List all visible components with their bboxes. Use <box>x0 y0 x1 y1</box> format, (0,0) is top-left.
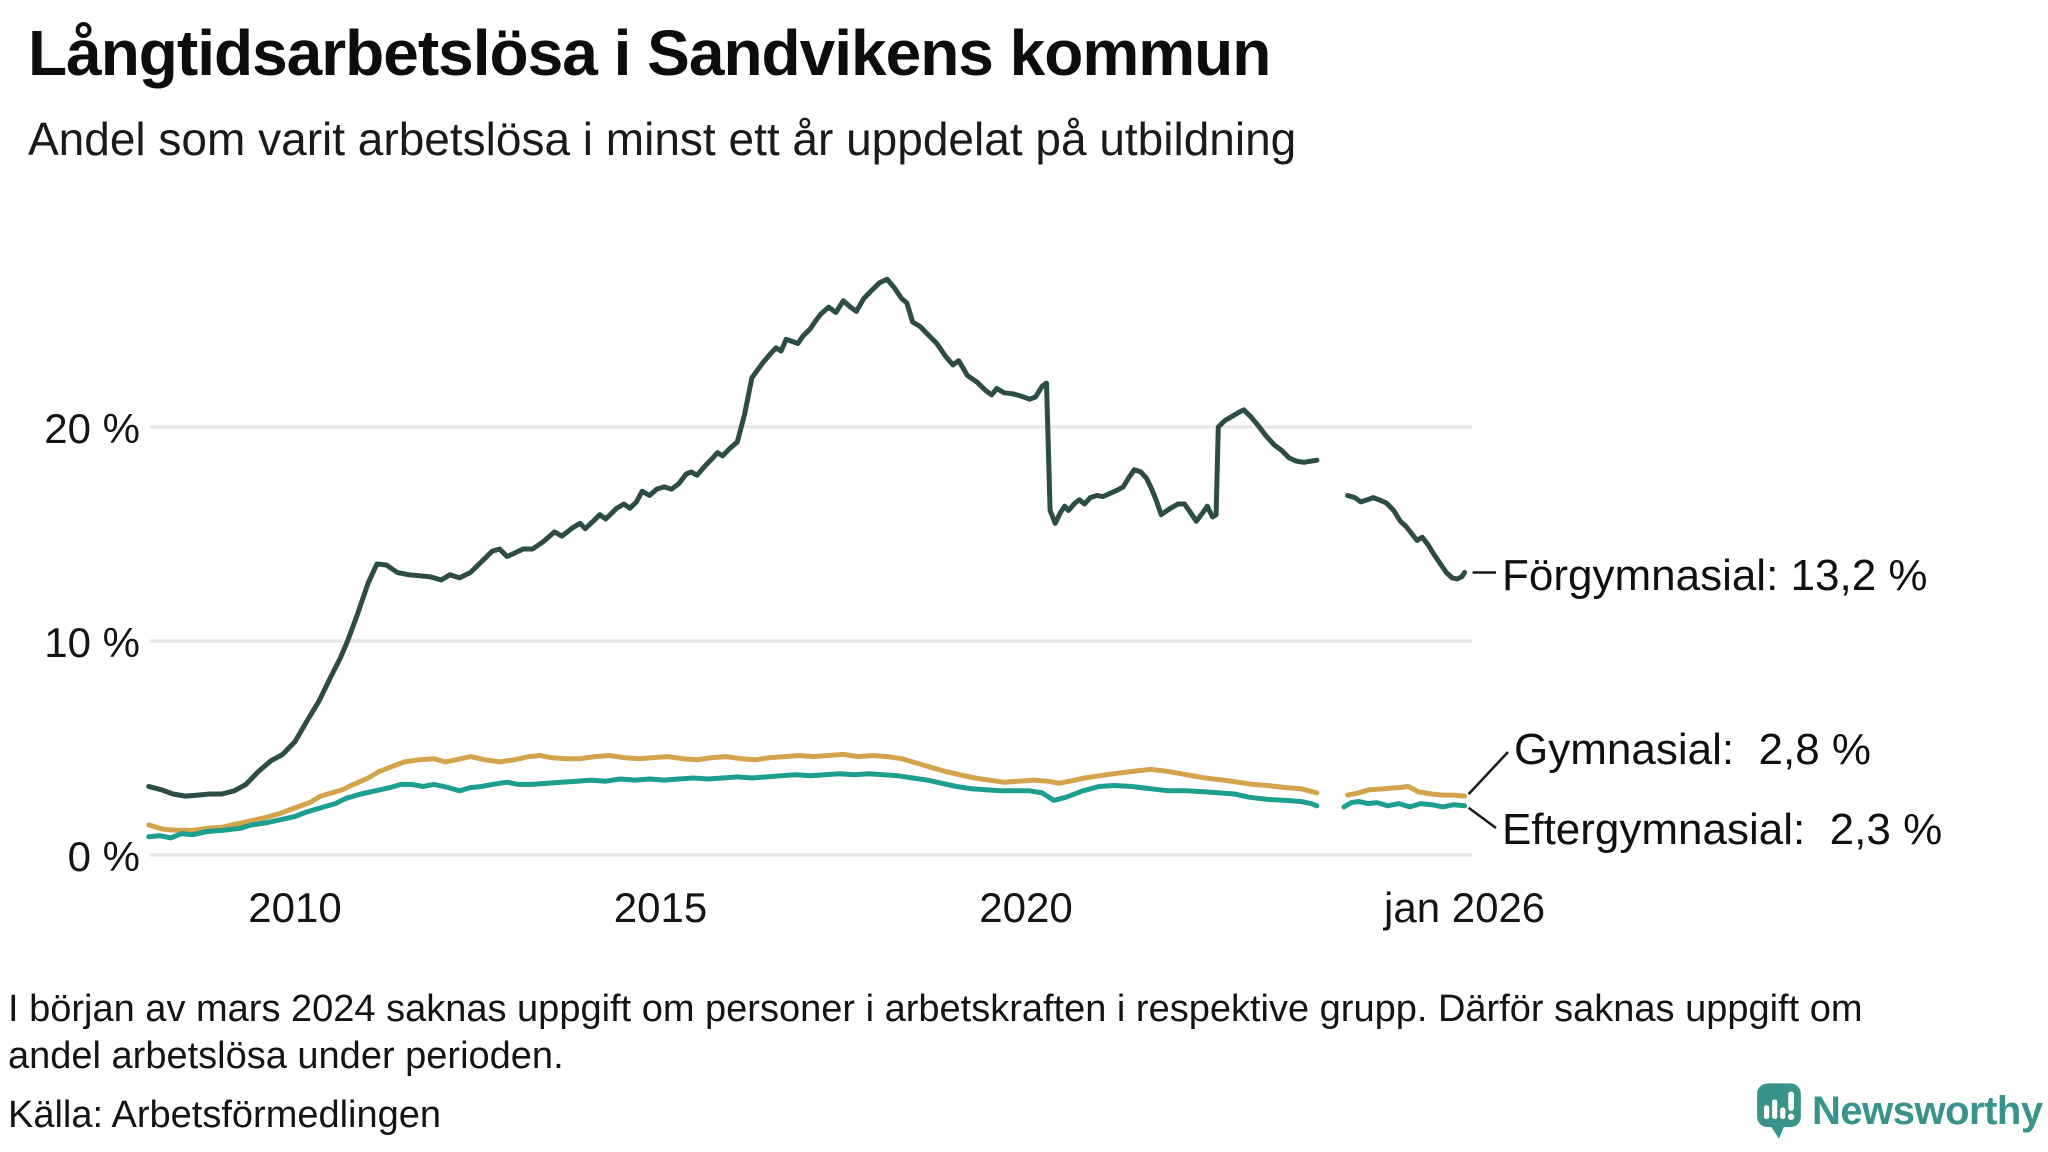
series-label-eftergymnasial: Eftergymnasial: 2,3 % <box>1502 805 1943 854</box>
source-note: Källa: Arbetsförmedlingen <box>8 1094 442 1136</box>
series-label-forgymnasial: Förgymnasial: 13,2 % <box>1502 551 1928 600</box>
y-tick-10: 10 % <box>44 619 140 666</box>
x-tick-jan-2026: jan 2026 <box>1384 884 1546 931</box>
bar-chart-speech-bubble-icon <box>1757 1083 1801 1139</box>
footnote-line-2: andel arbetslösa under perioden. <box>8 1035 564 1077</box>
y-tick-0: 0 % <box>67 833 140 880</box>
chart-subtitle: Andel som varit arbetslösa i minst ett å… <box>28 113 1297 165</box>
leader-line-gymnasial <box>1467 751 1509 796</box>
newsworthy-logo: Newsworthy <box>1756 1082 2043 1140</box>
series-line-gymnasial-after-gap <box>1345 784 1468 799</box>
chart-title: Långtidsarbetslösa i Sandvikens kommun <box>28 17 1271 89</box>
series-line-förgymnasial-after-gap <box>1345 493 1468 582</box>
series-line-förgymnasial <box>146 276 1320 799</box>
series-label-gymnasial: Gymnasial: 2,8 % <box>1514 725 1872 774</box>
x-tick-2010: 2010 <box>248 884 342 931</box>
x-tick-2015: 2015 <box>613 884 708 931</box>
series-line-eftergymnasial <box>146 771 1320 841</box>
series-line-eftergymnasial-after-gap <box>1341 799 1468 810</box>
leader-line-eftergymnasial <box>1467 806 1497 830</box>
footnote: I början av mars 2024 saknas uppgift om … <box>8 986 1863 1080</box>
y-tick-20: 20 % <box>44 405 140 452</box>
series-line-gymnasial <box>146 751 1320 833</box>
x-tick-2020: 2020 <box>979 884 1073 931</box>
newsworthy-logo-text: Newsworthy <box>1812 1088 2043 1133</box>
footnote-line-1: I början av mars 2024 saknas uppgift om … <box>8 988 1863 1030</box>
